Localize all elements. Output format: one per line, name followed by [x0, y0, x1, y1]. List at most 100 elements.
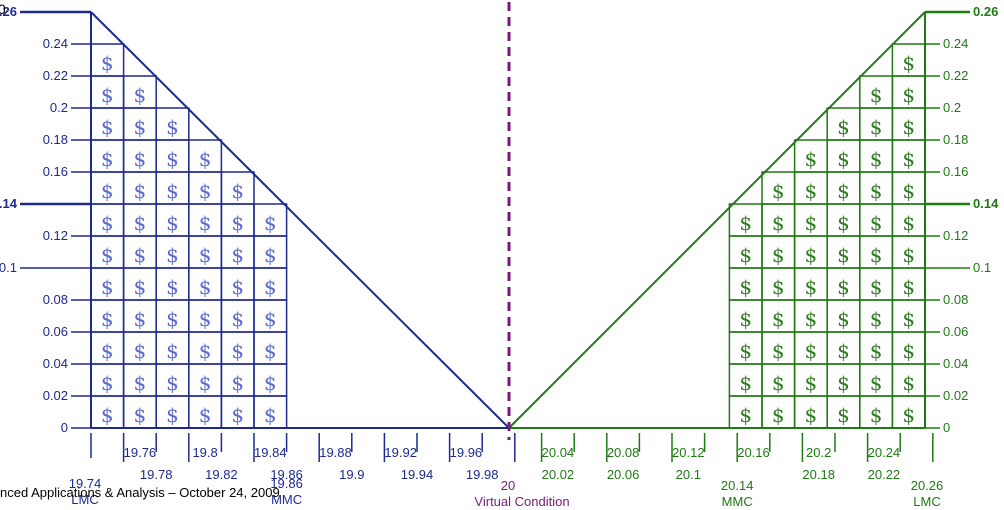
left-dollar-cell [253, 203, 288, 237]
dollar-sign: $ [166, 211, 179, 235]
left-y-tick-label: 0.02 [43, 388, 68, 403]
right-x-tick-label: 20.16 [737, 445, 770, 460]
dollar-sign: $ [739, 275, 752, 299]
virtual-condition-label: Virtual Condition [474, 494, 569, 509]
dollar-sign: $ [739, 403, 752, 427]
dollar-sign: $ [837, 211, 850, 235]
dollar-sign: $ [870, 83, 883, 107]
right-x-tick-label: 20.08 [607, 445, 640, 460]
dollar-sign: $ [101, 371, 114, 395]
dollar-sign: $ [199, 339, 212, 363]
dollar-sign: $ [134, 403, 147, 427]
right-y-tick-label: 0.1 [973, 260, 991, 275]
dollar-sign: $ [134, 179, 147, 203]
right-y-tick-label: 0.26 [973, 4, 998, 19]
left-y-tick-label: 0.24 [43, 36, 68, 51]
dollar-sign: $ [837, 243, 850, 267]
left-y-tick-label: 0 [61, 420, 68, 435]
dollar-sign: $ [805, 307, 818, 331]
dollar-sign: $ [837, 275, 850, 299]
dollar-sign: $ [805, 403, 818, 427]
left-x-tick-label: 19.94 [401, 467, 434, 482]
dollar-sign: $ [264, 371, 277, 395]
dollar-sign: $ [166, 307, 179, 331]
left-y-tick-label: 0.22 [43, 68, 68, 83]
dollar-sign: $ [166, 115, 179, 139]
left-x-tick-label: 19.86 [270, 467, 303, 482]
left-mmc-label: MMC [271, 492, 302, 507]
dollar-sign: $ [231, 243, 244, 267]
dollar-sign: $ [231, 275, 244, 299]
dollar-sign: $ [739, 371, 752, 395]
dollar-sign: $ [739, 307, 752, 331]
dollar-sign: $ [199, 371, 212, 395]
dollar-sign: $ [870, 243, 883, 267]
left-dollar-cell [188, 139, 223, 173]
footer-text: nced Applications & Analysis – October 2… [0, 485, 280, 500]
dollar-sign: $ [101, 307, 114, 331]
dollar-sign: $ [134, 83, 147, 107]
right-y-tick-label: 0.12 [943, 228, 968, 243]
dollar-sign: $ [134, 307, 147, 331]
right-x-tick-label: 20.04 [542, 445, 575, 460]
dollar-sign: $ [902, 147, 915, 171]
dollar-sign: $ [101, 211, 114, 235]
dollar-sign: $ [134, 147, 147, 171]
left-dollar-cell [155, 107, 190, 141]
dollar-sign: $ [231, 211, 244, 235]
dollar-sign: $ [870, 115, 883, 139]
dollar-sign: $ [134, 275, 147, 299]
dollar-sign: $ [902, 339, 915, 363]
right-mmc-label: MMC [722, 494, 753, 509]
dollar-sign: $ [870, 403, 883, 427]
dollar-sign: $ [902, 243, 915, 267]
dollar-sign: $ [837, 371, 850, 395]
left-y-tick-label: 0.12 [43, 228, 68, 243]
dollar-sign: $ [166, 403, 179, 427]
left-x-tick-label: 19.82 [205, 467, 238, 482]
dollar-sign: $ [902, 211, 915, 235]
right-y-tick-label: 0.14 [973, 196, 999, 211]
dollar-sign: $ [134, 339, 147, 363]
dollar-sign: $ [902, 403, 915, 427]
dollar-sign: $ [837, 307, 850, 331]
right-y-tick-label: 0.08 [943, 292, 968, 307]
left-x-tick-label: 19.78 [140, 467, 173, 482]
left-y-tick-label: 0.2 [50, 100, 68, 115]
dollar-sign: $ [870, 307, 883, 331]
dollar-sign: $ [772, 339, 785, 363]
dollar-sign: $ [264, 243, 277, 267]
dollar-sign: $ [902, 83, 915, 107]
right-lmc-label: LMC [913, 494, 940, 509]
left-dollar-cell [122, 75, 157, 109]
left-x-tick-label: 19.88 [319, 445, 352, 460]
dollar-sign: $ [870, 147, 883, 171]
right-x-tick-label: 20.22 [868, 467, 901, 482]
dollar-sign: $ [101, 339, 114, 363]
right-y-tick-label: 0.02 [943, 388, 968, 403]
dollar-sign: $ [101, 275, 114, 299]
dollar-sign: $ [134, 115, 147, 139]
virtual-condition-value: 20 [501, 478, 515, 493]
left-y-tick-label: 0.04 [43, 356, 68, 371]
center-panel: 20 Virtual Condition [474, 2, 570, 509]
dollar-sign: $ [902, 371, 915, 395]
right-x-tick-label: 20.24 [868, 445, 901, 460]
dollar-sign: $ [837, 179, 850, 203]
dollar-sign: $ [134, 211, 147, 235]
left-x-tick-label: 19.84 [254, 445, 287, 460]
dollar-sign: $ [101, 51, 114, 75]
dollar-sign: $ [902, 51, 915, 75]
dollar-sign: $ [805, 275, 818, 299]
dollar-sign: $ [805, 211, 818, 235]
dollar-sign: $ [134, 243, 147, 267]
dollar-sign: $ [101, 83, 114, 107]
left-y-tick-label: 0.14 [0, 196, 18, 211]
dollar-sign: $ [870, 211, 883, 235]
dollar-sign: $ [101, 403, 114, 427]
dollar-sign: $ [166, 179, 179, 203]
right-y-tick-label: 0.24 [943, 36, 968, 51]
dollar-sign: $ [101, 147, 114, 171]
right-y-tick-label: 0.2 [943, 100, 961, 115]
